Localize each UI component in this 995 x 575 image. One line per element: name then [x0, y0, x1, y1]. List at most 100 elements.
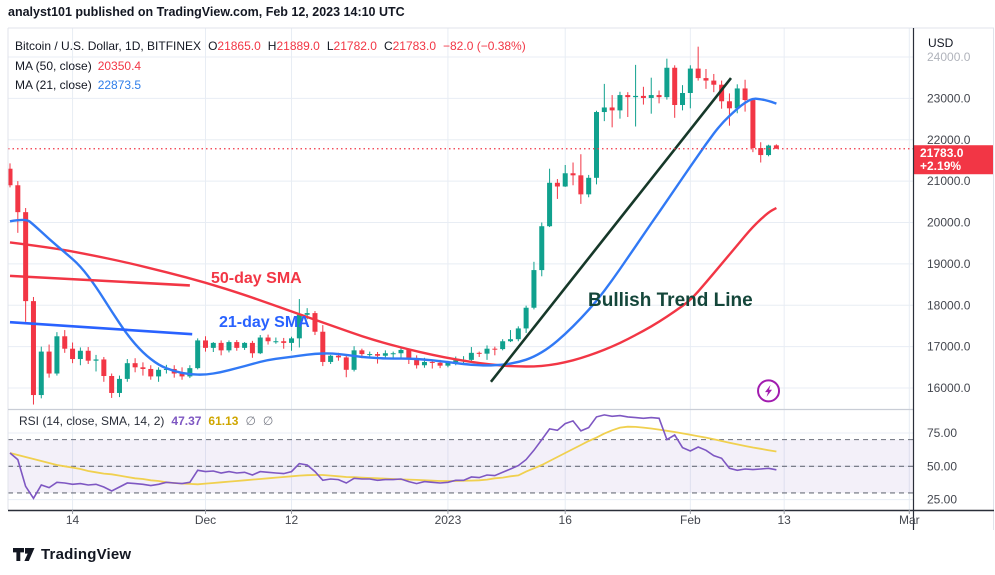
candle-body[interactable]: [445, 362, 451, 366]
candle-body[interactable]: [640, 95, 646, 98]
price-tick-label[interactable]: 20000.0: [927, 216, 971, 230]
candle-body[interactable]: [562, 173, 568, 187]
candle-body[interactable]: [421, 361, 427, 366]
candle-body[interactable]: [750, 100, 756, 149]
candle-body[interactable]: [148, 368, 154, 377]
candle-body[interactable]: [375, 354, 381, 356]
candle-body[interactable]: [703, 78, 709, 81]
candle-body[interactable]: [320, 331, 326, 362]
candle-body[interactable]: [609, 107, 615, 111]
time-tick-label[interactable]: 12: [285, 513, 299, 527]
candle-body[interactable]: [218, 342, 224, 351]
candle-body[interactable]: [539, 226, 545, 271]
rsi-tick-label[interactable]: 50.00: [927, 459, 957, 473]
ma-21-line[interactable]: [9, 97, 777, 376]
candle-body[interactable]: [203, 340, 208, 348]
candle-body[interactable]: [343, 357, 349, 370]
candle-body[interactable]: [23, 212, 29, 302]
candle-body[interactable]: [70, 348, 76, 360]
candle-body[interactable]: [179, 373, 185, 377]
candle-body[interactable]: [210, 342, 216, 348]
candle-body[interactable]: [367, 354, 373, 356]
lightning-icon[interactable]: [757, 379, 781, 403]
candle-body[interactable]: [554, 182, 560, 187]
ma50-legend-row[interactable]: MA (50, close) 20350.4: [15, 57, 526, 77]
time-tick-label[interactable]: 14: [66, 513, 80, 527]
candle-body[interactable]: [234, 342, 240, 348]
candle-body[interactable]: [719, 84, 725, 102]
candle-body[interactable]: [15, 185, 21, 213]
candle-body[interactable]: [648, 95, 654, 98]
rsi-tick-label[interactable]: 75.00: [927, 426, 957, 440]
candle-body[interactable]: [570, 173, 576, 176]
candle-body[interactable]: [656, 95, 662, 98]
rsi-line[interactable]: [9, 414, 777, 500]
time-tick-label[interactable]: 16: [559, 513, 573, 527]
candle-body[interactable]: [515, 328, 521, 340]
candle-body[interactable]: [85, 350, 91, 361]
candle-body[interactable]: [359, 350, 365, 355]
candle-body[interactable]: [289, 338, 295, 343]
candle-body[interactable]: [711, 80, 717, 85]
candle-body[interactable]: [304, 313, 310, 315]
candle-body[interactable]: [578, 175, 584, 195]
price-tick-label[interactable]: 22000.0: [927, 133, 971, 147]
candle-body[interactable]: [617, 95, 623, 111]
candle-body[interactable]: [468, 352, 474, 360]
candle-body[interactable]: [116, 378, 122, 393]
candle-body[interactable]: [46, 351, 52, 374]
candle-body[interactable]: [453, 360, 459, 363]
rsi-legend[interactable]: RSI (14, close, SMA, 14, 2) 47.37 61.13 ∅ ∅: [19, 414, 273, 428]
candle-body[interactable]: [265, 337, 271, 342]
candle-body[interactable]: [531, 270, 537, 308]
candle-body[interactable]: [726, 101, 732, 109]
candle-body[interactable]: [758, 148, 764, 156]
candle-body[interactable]: [766, 145, 772, 156]
candle-body[interactable]: [476, 352, 482, 354]
candle-body[interactable]: [390, 353, 396, 355]
price-tick-label[interactable]: 19000.0: [927, 257, 971, 271]
candle-body[interactable]: [93, 359, 99, 361]
bullish-trend-annotation[interactable]: Bullish Trend Line: [588, 290, 753, 311]
candle-body[interactable]: [398, 349, 404, 354]
candle-body[interactable]: [38, 351, 44, 396]
candle-body[interactable]: [195, 340, 201, 369]
candle-body[interactable]: [664, 67, 670, 98]
time-tick-label[interactable]: Mar: [899, 513, 920, 527]
price-tick-label[interactable]: 23000.0: [927, 91, 971, 105]
candle-body[interactable]: [437, 362, 443, 366]
candle-body[interactable]: [633, 95, 639, 98]
candle-body[interactable]: [547, 182, 553, 227]
candle-body[interactable]: [77, 350, 83, 360]
ma21-legend-row[interactable]: MA (21, close) 22873.5: [15, 76, 526, 96]
candle-body[interactable]: [500, 341, 506, 350]
time-tick-label[interactable]: Feb: [680, 513, 701, 527]
time-tick-label[interactable]: 2023: [435, 513, 462, 527]
candle-body[interactable]: [257, 337, 263, 354]
candle-body[interactable]: [586, 177, 592, 195]
candle-body[interactable]: [523, 307, 529, 329]
candle-body[interactable]: [242, 342, 248, 348]
symbol-row[interactable]: Bitcoin / U.S. Dollar, 1D, BITFINEX O2186…: [15, 37, 526, 57]
candle-body[interactable]: [335, 355, 341, 358]
candle-body[interactable]: [594, 112, 599, 178]
sma50-annotation[interactable]: 50-day SMA: [211, 270, 302, 287]
candle-body[interactable]: [281, 341, 287, 343]
candle-body[interactable]: [429, 361, 435, 363]
candle-body[interactable]: [492, 348, 498, 350]
price-tick-label[interactable]: 16000.0: [927, 381, 971, 395]
candle-body[interactable]: [140, 367, 146, 369]
candle-body[interactable]: [695, 68, 701, 79]
tradingview-attribution[interactable]: TradingView: [13, 546, 131, 563]
candle-body[interactable]: [312, 313, 318, 332]
candle-body[interactable]: [601, 107, 607, 113]
price-tag[interactable]: 21783.0+2.19%: [914, 145, 994, 175]
candle-body[interactable]: [773, 145, 779, 149]
candle-body[interactable]: [734, 88, 740, 109]
candle-body[interactable]: [7, 168, 13, 186]
candle-body[interactable]: [226, 342, 232, 351]
candle-body[interactable]: [156, 369, 162, 377]
price-tick-label[interactable]: 18000.0: [927, 298, 971, 312]
candle-body[interactable]: [124, 363, 130, 379]
